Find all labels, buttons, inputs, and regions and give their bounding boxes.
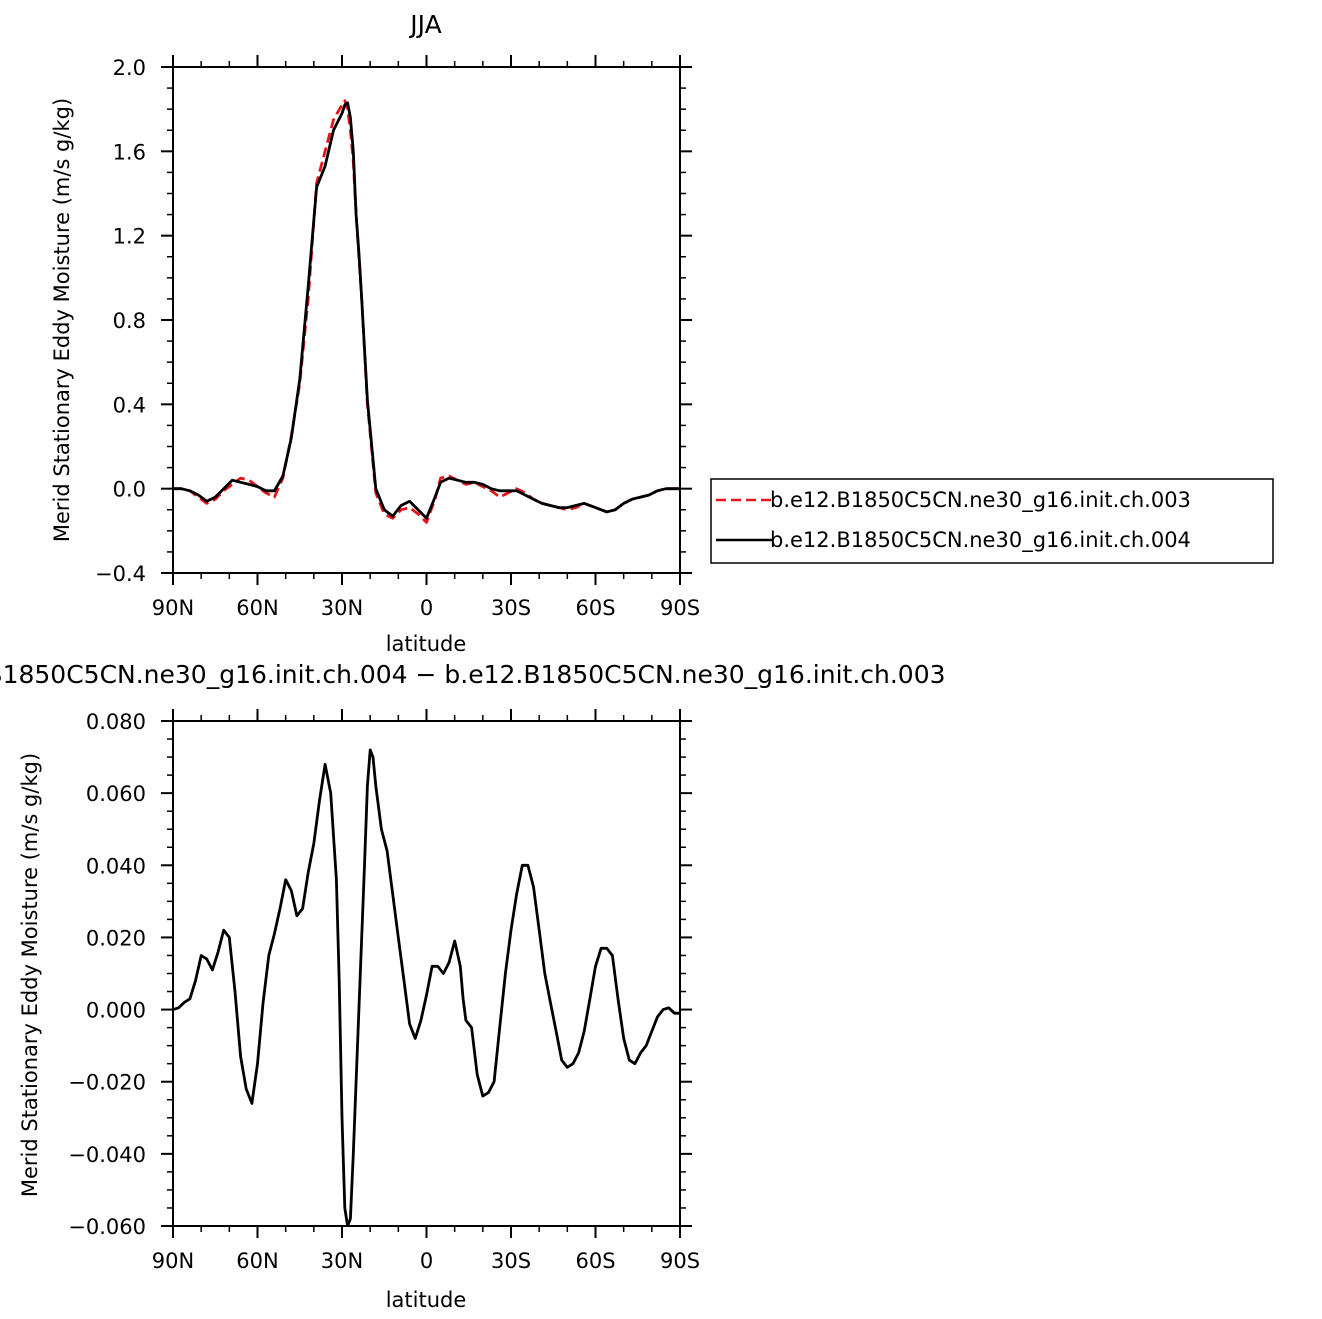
bottom-y-tick-label: 0.080 <box>86 710 146 734</box>
bottom-x-tick-label: 0 <box>420 1249 433 1273</box>
bottom-plot-area <box>173 748 680 1226</box>
top-x-tick-label: 60N <box>236 596 278 620</box>
top-x-tick-label: 30S <box>491 596 531 620</box>
bottom-x-axis-label: latitude <box>386 1288 467 1312</box>
top-series-line-1 <box>173 99 680 524</box>
legend-label-ch004: b.e12.B1850C5CN.ne30_g16.init.ch.004 <box>770 528 1191 553</box>
top-y-tick-label: 2.0 <box>113 56 146 80</box>
top-panel: JJA 90N 60N 30N 0 30S 60S 90S −0.4 0.0 0.4 0.8 1.2 1… <box>50 10 700 656</box>
top-y-tick-label: 0.0 <box>113 478 146 502</box>
bottom-y-tick-label: 0.060 <box>86 782 146 806</box>
bottom-y-tick-label: −0.040 <box>68 1143 146 1167</box>
bottom-y-tick-label: −0.060 <box>68 1215 146 1239</box>
top-y-tick-label: 1.6 <box>113 140 146 164</box>
bottom-x-tick-label: 30S <box>491 1249 531 1273</box>
bottom-x-tick-label: 30N <box>321 1249 363 1273</box>
top-panel-title: JJA <box>408 10 441 39</box>
bottom-series-line-1 <box>173 748 680 1226</box>
bottom-y-axis-label: Merid Stationary Eddy Moisture (m/s g/kg… <box>18 753 42 1197</box>
bottom-y-tick-label: 0.040 <box>86 854 146 878</box>
top-y-axis-label: Merid Stationary Eddy Moisture (m/s g/kg… <box>50 98 74 542</box>
top-x-axis-label: latitude <box>386 632 467 656</box>
top-y-tick-label: 0.8 <box>113 309 146 333</box>
bottom-x-tick-label: 60N <box>236 1249 278 1273</box>
top-series-line-2 <box>173 101 680 520</box>
bottom-y-tick-label: 0.020 <box>86 926 146 950</box>
top-y-tick-label: −0.4 <box>95 562 146 586</box>
bottom-axis-ticks: 90N 60N 30N 0 30S 60S 90S −0.060 −0.040 −0.020 0.0… <box>68 709 700 1273</box>
bottom-x-tick-label: 90N <box>152 1249 194 1273</box>
top-y-tick-label: 1.2 <box>113 225 146 249</box>
legend-label-ch003: b.e12.B1850C5CN.ne30_g16.init.ch.003 <box>770 488 1191 513</box>
legend-box <box>710 478 1274 564</box>
bottom-panel: b.e12.B1850C5CN.ne30_g16.init.ch.004 − b… <box>0 660 946 1312</box>
bottom-y-tick-label: 0.000 <box>86 999 146 1023</box>
bottom-x-tick-label: 60S <box>575 1249 615 1273</box>
top-x-tick-label: 30N <box>321 596 363 620</box>
top-axis-ticks: 90N 60N 30N 0 30S 60S 90S −0.4 0.0 0.4 0.8 1.2 1.6 2.… <box>95 55 700 620</box>
top-y-tick-label: 0.4 <box>113 393 146 417</box>
top-x-tick-label: 60S <box>575 596 615 620</box>
top-x-tick-label: 0 <box>420 596 433 620</box>
top-plot-frame <box>172 66 681 574</box>
legend: b.e12.B1850C5CN.ne30_g16.init.ch.003 b.e… <box>710 478 1274 564</box>
bottom-panel-title: b.e12.B1850C5CN.ne30_g16.init.ch.004 − b… <box>0 660 946 689</box>
top-x-tick-label: 90N <box>152 596 194 620</box>
top-x-tick-label: 90S <box>660 596 700 620</box>
bottom-y-tick-label: −0.020 <box>68 1071 146 1095</box>
top-plot-area <box>173 99 680 524</box>
bottom-plot-frame <box>172 720 681 1227</box>
bottom-x-tick-label: 90S <box>660 1249 700 1273</box>
